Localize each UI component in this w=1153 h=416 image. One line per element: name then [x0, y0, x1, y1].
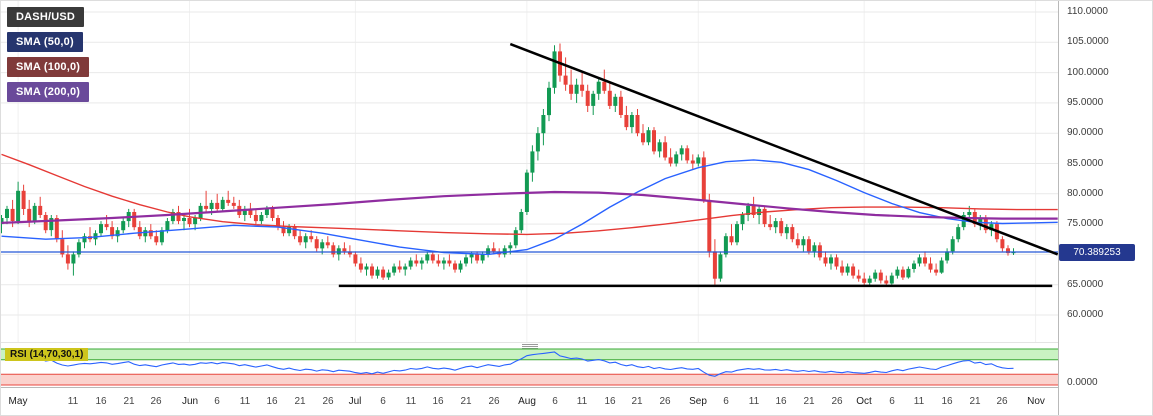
- time-tick-label: 21: [460, 396, 472, 407]
- time-tick-label: 16: [266, 396, 278, 407]
- time-tick-label: 26: [996, 396, 1008, 407]
- price-tick-label: 110.0000: [1067, 6, 1108, 17]
- time-tick-label: Nov: [1027, 396, 1045, 407]
- time-tick-label: 11: [405, 396, 417, 407]
- time-tick-label: 11: [748, 396, 760, 407]
- sma200-line: [1, 190, 1058, 224]
- time-tick-label: 16: [775, 396, 787, 407]
- time-tick-label: 21: [803, 396, 815, 407]
- time-tick-label: Jul: [348, 396, 362, 407]
- rsi-canvas[interactable]: [1, 348, 1058, 386]
- time-tick-label: 16: [604, 396, 616, 407]
- rsi-line: [17, 351, 1014, 377]
- price-tick-label: 65.0000: [1067, 279, 1104, 290]
- time-tick-label: 6: [214, 396, 220, 407]
- time-tick-label: 26: [322, 396, 334, 407]
- time-axis[interactable]: May 11 16 21 26 Jun 6 11 16 21 26 Jul 6 11 16 21 26 Aug 6 1…: [1, 387, 1058, 415]
- time-tick-label: 11: [576, 396, 588, 407]
- sma100-line: [1, 153, 1058, 236]
- rsi-axis-zero-label: 0.0000: [1067, 377, 1098, 388]
- time-tick-label: 21: [123, 396, 135, 407]
- time-tick-label: 26: [150, 396, 162, 407]
- candles-layer: [1, 43, 1016, 286]
- current-price-badge: 70.389253: [1059, 244, 1135, 261]
- price-tick-label: 60.0000: [1067, 309, 1104, 320]
- rsi-oversold-zone: [1, 374, 1058, 385]
- price-tick-label: 90.0000: [1067, 127, 1104, 138]
- time-tick-label: 21: [631, 396, 643, 407]
- chart-legend: DASH/USD SMA (50,0) SMA (100,0) SMA (200…: [7, 7, 90, 107]
- time-tick-label: 26: [831, 396, 843, 407]
- time-tick-label: Jun: [181, 396, 199, 407]
- time-tick-label: 11: [67, 396, 79, 407]
- time-tick-label: 11: [913, 396, 925, 407]
- legend-sma100[interactable]: SMA (100,0): [7, 57, 90, 77]
- legend-sma50[interactable]: SMA (50,0): [7, 32, 83, 52]
- rsi-overbought-zone: [1, 349, 1058, 360]
- time-tick-label: 26: [659, 396, 671, 407]
- pane-resize-handle[interactable]: [522, 344, 538, 349]
- rsi-pane[interactable]: RSI (14,70,30,1): [1, 348, 1058, 386]
- time-tick-label: 21: [294, 396, 306, 407]
- legend-sma200[interactable]: SMA (200,0): [7, 82, 90, 102]
- price-tick-label: 100.0000: [1067, 67, 1109, 78]
- trendline[interactable]: [509, 42, 1058, 256]
- time-tick-label: 16: [432, 396, 444, 407]
- price-tick-label: 75.0000: [1067, 218, 1104, 229]
- price-tick-label: 80.0000: [1067, 188, 1104, 199]
- price-tick-label: 105.0000: [1067, 36, 1109, 47]
- sma50-line: [1, 159, 1058, 256]
- time-tick-label: 6: [380, 396, 386, 407]
- price-tick-label: 95.0000: [1067, 97, 1104, 108]
- time-tick-label: 6: [552, 396, 558, 407]
- time-tick-label: 16: [941, 396, 953, 407]
- time-tick-label: 11: [239, 396, 251, 407]
- main-chart-canvas[interactable]: [1, 1, 1058, 342]
- time-tick-label: Oct: [856, 396, 872, 407]
- rsi-indicator-label[interactable]: RSI (14,70,30,1): [5, 348, 89, 361]
- time-tick-label: Aug: [518, 396, 536, 407]
- time-tick-label: 16: [95, 396, 107, 407]
- symbol-label[interactable]: DASH/USD: [7, 7, 85, 27]
- pane-separator: [1, 342, 1058, 349]
- price-tick-label: 85.0000: [1067, 158, 1104, 169]
- time-tick-label: Sep: [689, 396, 707, 407]
- price-axis[interactable]: 70.389253 0.0000 110.0000 105.0000 100.000…: [1058, 1, 1152, 415]
- time-tick-label: 21: [969, 396, 981, 407]
- time-tick-label: May: [8, 396, 28, 407]
- time-tick-label: 26: [488, 396, 500, 407]
- time-tick-label: 6: [723, 396, 729, 407]
- time-tick-label: 6: [889, 396, 895, 407]
